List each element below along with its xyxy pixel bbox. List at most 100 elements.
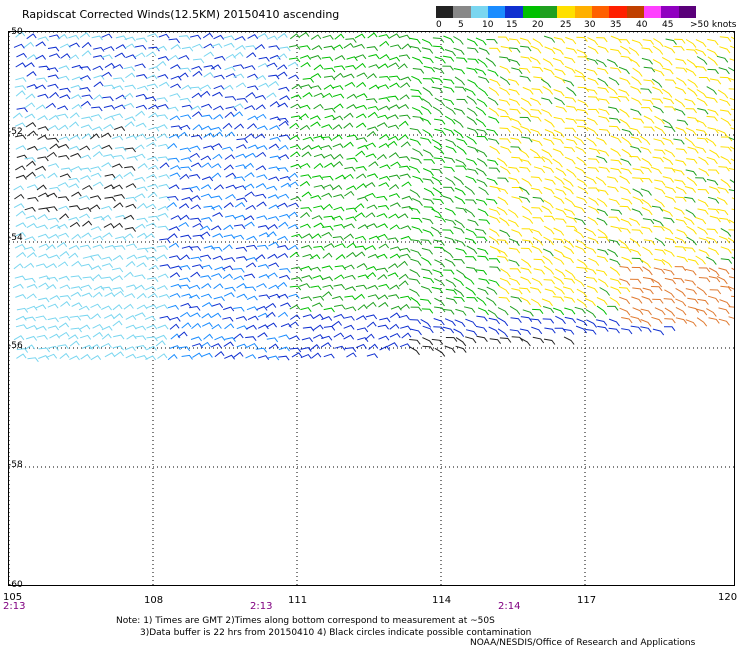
wind-barb (280, 323, 292, 328)
wind-barb (245, 336, 257, 341)
wind-barb (321, 192, 333, 198)
wind-barb (157, 212, 169, 218)
wind-barb (355, 54, 367, 60)
wind-barb (629, 156, 641, 161)
wind-barb (599, 287, 610, 296)
wind-barb (236, 343, 248, 349)
wind-barb (676, 119, 689, 126)
wind-barb (664, 186, 677, 194)
wind-barb (269, 125, 281, 131)
wind-barb (89, 204, 101, 210)
wind-barb (168, 133, 180, 139)
wind-barb (389, 284, 400, 290)
wind-barb (521, 228, 533, 234)
wind-barb (651, 98, 664, 104)
wind-barb (15, 210, 26, 217)
wind-barb (465, 286, 476, 296)
wind-barb (278, 355, 290, 361)
wind-barb (334, 274, 345, 280)
wind-barb (610, 278, 622, 285)
wind-barb (310, 55, 322, 60)
lat-label-56: -56 (8, 341, 23, 351)
wind-barb (455, 165, 467, 171)
wind-barb (434, 347, 446, 357)
wind-barb (25, 93, 36, 100)
wind-barb (379, 175, 391, 181)
wind-barb (156, 304, 168, 310)
wind-barb (243, 162, 254, 169)
wind-barb (277, 32, 288, 39)
wind-barb (431, 208, 442, 217)
wind-barb (178, 221, 189, 228)
wind-barb (322, 175, 334, 181)
wind-barb (664, 167, 676, 173)
wind-barb (92, 331, 103, 338)
wind-barb (467, 107, 478, 117)
wind-barb (300, 174, 312, 180)
wind-barb (26, 283, 38, 289)
wind-barb (409, 278, 421, 285)
wind-barb (553, 37, 566, 44)
wind-barb (290, 266, 303, 272)
wind-barb (566, 86, 577, 97)
wind-barb (510, 146, 522, 152)
wind-barb (387, 342, 398, 348)
wind-barb (564, 96, 577, 103)
wind-barb (728, 316, 734, 319)
wind-barb (344, 166, 356, 172)
wind-barb (345, 216, 357, 222)
wind-barb (299, 32, 310, 38)
wind-barb (543, 186, 555, 195)
wind-barb (291, 352, 303, 358)
wind-barb (499, 337, 512, 343)
wind-barb (113, 77, 125, 83)
wind-barb (112, 63, 124, 69)
wind-barb (68, 334, 79, 340)
wind-barb (674, 108, 686, 116)
wind-barb (68, 244, 80, 250)
wind-barb (399, 303, 410, 310)
wind-barb (574, 69, 586, 78)
wind-barb (421, 247, 433, 255)
wind-barb (113, 154, 125, 160)
wind-barb (256, 305, 268, 311)
wind-barb (575, 239, 587, 248)
wind-barb (597, 228, 608, 238)
wind-barb (102, 232, 113, 238)
wind-barb (146, 74, 158, 80)
wind-barb (621, 148, 632, 158)
wind-barb (652, 298, 664, 304)
wind-barb (35, 104, 47, 110)
legend-label: 0 (436, 20, 442, 30)
wind-barb (203, 245, 215, 251)
legend-swatch (574, 6, 592, 18)
wind-barb (46, 206, 58, 212)
wind-barb (343, 233, 354, 240)
wind-barb (409, 207, 421, 214)
wind-barb (157, 353, 168, 359)
wind-barb (489, 47, 501, 53)
wind-barb (300, 296, 313, 302)
wind-barb (80, 124, 92, 130)
wind-barb (706, 236, 718, 244)
wind-barb (445, 138, 457, 147)
wind-barb (113, 202, 124, 209)
wind-barb (586, 57, 599, 65)
wind-barb (366, 271, 377, 279)
wind-barb (676, 255, 688, 263)
wind-barb (728, 229, 734, 231)
wind-barb (113, 351, 124, 358)
wind-barb (247, 123, 257, 130)
wind-barb (453, 259, 465, 264)
wind-barb (210, 64, 222, 70)
wind-barb (498, 99, 511, 106)
wind-barb (574, 75, 587, 82)
wind-barb (368, 84, 380, 90)
wind-barb (598, 278, 609, 288)
wind-barb (60, 301, 71, 307)
wind-barb (26, 54, 38, 60)
wind-barb (190, 105, 202, 111)
wind-barb (124, 36, 136, 42)
wind-barb (696, 89, 707, 98)
wind-barb (46, 284, 57, 290)
